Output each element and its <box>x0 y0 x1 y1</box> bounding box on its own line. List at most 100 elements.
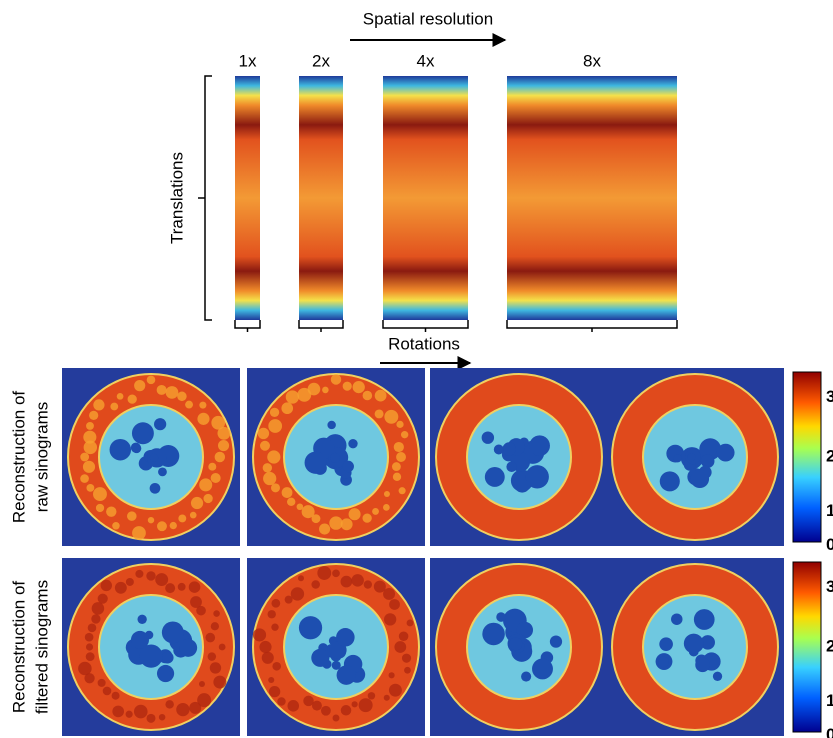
colorbar <box>792 561 822 733</box>
artifact <box>358 698 373 713</box>
pore <box>699 438 722 461</box>
pore <box>336 628 355 647</box>
artifact <box>80 452 90 462</box>
artifact <box>342 381 352 391</box>
artifact <box>285 390 300 404</box>
artifact <box>185 400 194 409</box>
artifact <box>207 652 217 661</box>
artifact <box>116 392 124 400</box>
artifact <box>267 450 281 464</box>
pore <box>330 452 341 463</box>
pore <box>683 633 704 654</box>
pore <box>484 467 505 487</box>
artifact <box>267 610 276 619</box>
artifact <box>218 643 226 651</box>
artifact <box>303 695 314 707</box>
artifact <box>205 632 216 643</box>
artifact <box>112 522 120 530</box>
pore <box>109 438 132 461</box>
artifact <box>211 415 226 430</box>
artifact <box>281 487 293 498</box>
pore <box>695 657 710 673</box>
pore <box>506 461 517 473</box>
pore <box>481 431 495 444</box>
artifact <box>290 587 305 601</box>
pore <box>311 648 330 667</box>
artifact <box>125 710 133 718</box>
pore <box>482 622 505 646</box>
resolution-label: 2x <box>312 51 330 70</box>
artifact <box>286 497 296 507</box>
pore <box>158 467 167 477</box>
artifact <box>297 387 312 402</box>
artifact <box>114 581 127 594</box>
title: Spatial resolution <box>363 9 493 28</box>
pore <box>336 665 357 685</box>
artifact <box>203 493 213 504</box>
artifact <box>189 511 197 519</box>
artifact <box>252 628 267 642</box>
colorbar-tick-label: 30 <box>826 577 833 596</box>
artifact <box>406 619 414 627</box>
artifact <box>87 623 97 633</box>
row-label: raw sinograms <box>32 402 51 513</box>
pore <box>137 614 147 624</box>
pore <box>525 465 549 489</box>
artifact <box>188 581 201 593</box>
pore <box>342 460 354 473</box>
colorbar-tick-label: 10 <box>826 691 833 710</box>
artifact <box>311 580 320 589</box>
sinogram <box>299 76 343 320</box>
artifact <box>383 694 390 701</box>
bracket <box>382 320 469 332</box>
artifact <box>263 471 277 486</box>
artifact <box>146 571 156 581</box>
colorbar-tick-label: 10 <box>826 501 833 520</box>
pore <box>509 637 523 651</box>
artifact <box>374 409 384 419</box>
artifact <box>147 516 155 524</box>
artifact <box>352 380 365 394</box>
artifact <box>394 641 407 653</box>
artifact <box>89 410 99 420</box>
artifact <box>388 683 402 697</box>
artifact <box>208 462 217 471</box>
pore <box>161 651 174 664</box>
pore <box>496 612 506 622</box>
artifact <box>95 503 105 513</box>
artifact <box>259 640 272 654</box>
resolution-label: 8x <box>583 51 601 70</box>
pore <box>673 454 682 463</box>
artifact <box>91 602 105 615</box>
pore <box>671 613 683 625</box>
artifact <box>307 382 321 396</box>
artifact <box>297 575 305 582</box>
artifact <box>396 420 404 428</box>
artifact <box>190 496 204 510</box>
pore <box>179 638 198 657</box>
artifact <box>157 521 167 532</box>
artifact <box>284 595 293 604</box>
artifact <box>100 579 112 592</box>
colorbar-tick-label: 20 <box>826 446 833 465</box>
artifact <box>177 582 186 591</box>
pore <box>161 621 184 644</box>
artifact <box>393 441 404 453</box>
artifact <box>271 598 281 608</box>
pore <box>549 635 563 648</box>
artifact <box>165 386 179 399</box>
artifact <box>111 691 120 700</box>
artifact <box>97 593 108 604</box>
artifact <box>384 613 397 626</box>
pore <box>690 469 710 489</box>
pore <box>712 671 723 681</box>
artifact <box>322 386 329 394</box>
artifact <box>156 384 167 395</box>
sinogram <box>235 76 260 320</box>
artifact <box>400 431 409 439</box>
artifact <box>112 705 125 718</box>
artifact <box>351 574 364 587</box>
artifact <box>213 610 220 617</box>
artifact <box>110 402 119 411</box>
